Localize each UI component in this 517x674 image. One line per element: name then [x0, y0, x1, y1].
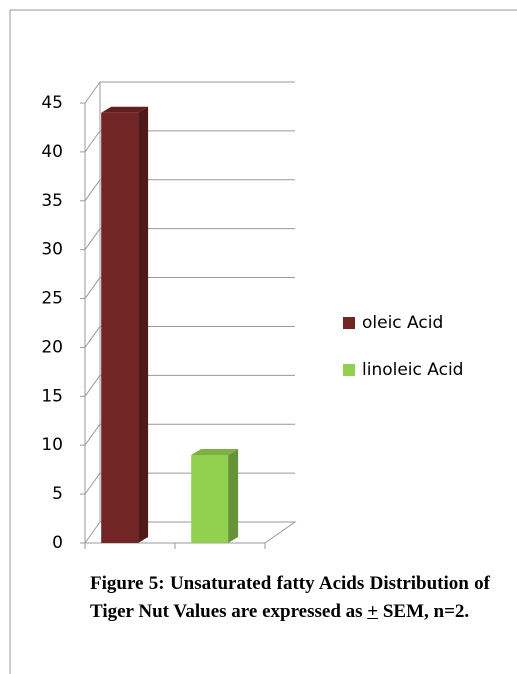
y-tick-label: 35: [41, 191, 63, 211]
bar-face: [101, 106, 149, 113]
legend-label: oleic Acid: [362, 313, 443, 333]
bar-face: [191, 449, 239, 455]
bar-face: [138, 106, 149, 544]
bar-face: [101, 112, 139, 544]
bar: [101, 106, 149, 544]
legend-label: linoleic Acid: [362, 360, 463, 380]
bar-face: [191, 455, 229, 543]
grid-line: [84, 472, 101, 495]
grid-line: [84, 179, 101, 202]
y-tick-label: 15: [41, 386, 63, 406]
y-tick-label: 20: [41, 337, 63, 357]
caption-text: Figure 5: Unsaturated fatty Acids Distri…: [90, 573, 490, 622]
y-tick-label: 40: [41, 142, 63, 162]
y-tick-label: 5: [52, 484, 63, 504]
legend-swatch: [343, 317, 355, 329]
y-tick-label: 0: [52, 533, 63, 553]
grid-line: [84, 277, 101, 299]
grid-line: [84, 326, 101, 348]
y-tick-label: 25: [41, 289, 63, 309]
y-tick-label: 10: [41, 435, 63, 455]
grid-line: [84, 423, 101, 446]
grid-line: [84, 375, 101, 397]
bar: [191, 449, 239, 543]
grid-line: [84, 521, 101, 544]
legend-swatch: [343, 364, 355, 376]
caption: Figure 5: Unsaturated fatty Acids Distri…: [90, 570, 490, 626]
y-tick-label: 45: [41, 93, 63, 113]
bar-face: [228, 449, 239, 543]
caption-text: SEM, n=2.: [378, 601, 470, 622]
y-tick-label: 30: [41, 240, 63, 260]
grid-line: [84, 228, 101, 250]
caption-symbol: +: [367, 601, 379, 622]
grid-line: [84, 130, 101, 153]
grid-line: [84, 81, 101, 104]
